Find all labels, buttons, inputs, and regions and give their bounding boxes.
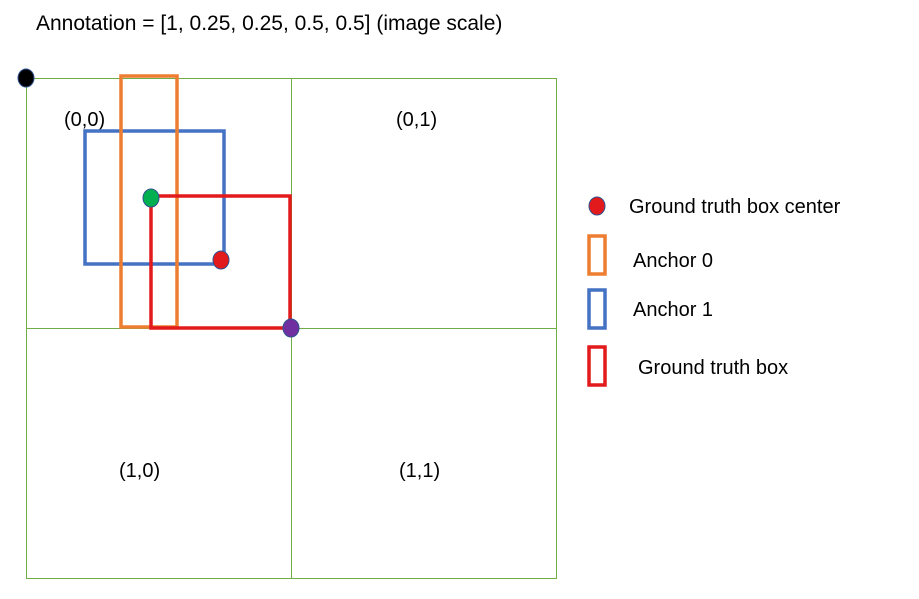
legend-anchor-0-icon [587, 234, 607, 276]
ground-truth-center-dot [212, 250, 230, 270]
legend-anchor-1-icon [587, 288, 607, 330]
legend-anchor-0-label: Anchor 0 [633, 250, 713, 272]
ground-truth-box [149, 194, 292, 330]
cell-label-0-1: (0,1) [396, 109, 437, 131]
origin-dot [17, 68, 35, 88]
cell-label-0-0: (0,0) [64, 109, 105, 131]
legend-gt-box-icon [587, 345, 607, 387]
anchor-0-box [119, 74, 179, 329]
legend-center-dot-icon [588, 196, 606, 216]
legend-center-label: Ground truth box center [629, 196, 841, 218]
legend: Ground truth box center Anchor 0 Anchor … [587, 196, 841, 387]
legend-gt-box-label: Ground truth box [638, 357, 788, 379]
cell-label-1-0: (1,0) [119, 460, 160, 482]
cell-label-1-1: (1,1) [399, 460, 440, 482]
corner-dot [282, 318, 300, 338]
diagram-title: Annotation = [1, 0.25, 0.25, 0.5, 0.5] (… [36, 12, 503, 35]
anchor-center-dot [142, 188, 160, 208]
legend-anchor-1-label: Anchor 1 [633, 299, 713, 321]
